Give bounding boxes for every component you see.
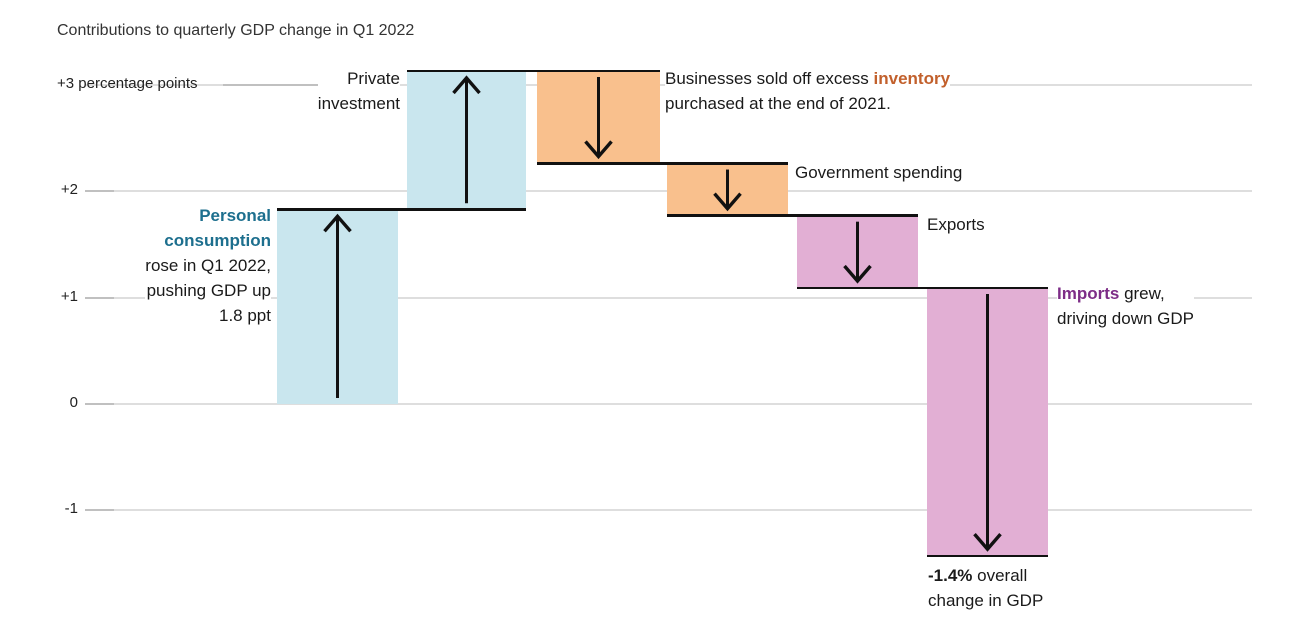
step-line — [797, 286, 1048, 290]
axis-tick — [85, 509, 114, 512]
step-line — [927, 554, 1048, 558]
axis-tick — [223, 83, 332, 86]
annotation-line: Exports — [927, 215, 985, 234]
annotation-line: Government spending — [795, 163, 963, 182]
annotation-imports: Imports grew, driving down GDP — [1057, 281, 1195, 331]
gridline — [85, 509, 1252, 512]
annotation-government-spending: Government spending — [795, 160, 963, 185]
annotation-line: purchased at the end of 2021. — [665, 94, 891, 113]
step-line — [667, 214, 918, 217]
annotation-line: rose in Q1 2022, — [145, 256, 271, 275]
y-axis-label: +2 — [60, 181, 78, 199]
y-axis-label: +1 — [60, 287, 78, 305]
annotation-line: Imports grew, — [1057, 284, 1165, 303]
annotation-line: consumption — [164, 231, 271, 250]
annotation-line: Private — [347, 69, 400, 88]
step-line — [407, 69, 660, 73]
y-axis-label: 0 — [69, 394, 78, 411]
bar-private-investment — [407, 70, 526, 210]
bar-personal-consumption — [277, 209, 398, 404]
axis-tick — [85, 403, 114, 405]
annotation-line: Personal — [199, 206, 271, 225]
annotation-line: investment — [317, 94, 400, 113]
annotation-total-change: -1.4% overall change in GDP — [928, 563, 1044, 613]
bar-government-spending — [667, 163, 788, 216]
annotation-inventory: Businesses sold off excess inventory purc… — [665, 66, 951, 116]
step-line — [277, 208, 526, 211]
annotation-personal-consumption: Personal consumption rose in Q1 2022, pushi… — [145, 203, 271, 328]
step-line — [537, 162, 788, 165]
bar-inventory — [537, 70, 660, 164]
y-axis-label: -1 — [64, 500, 78, 518]
y-axis-label: +3 percentage points — [57, 74, 198, 92]
annotation-line: pushing GDP up — [146, 281, 271, 300]
gridline — [85, 296, 1252, 299]
annotation-line: -1.4% overall — [928, 566, 1028, 585]
annotation-line: driving down GDP — [1057, 309, 1195, 328]
axis-tick — [85, 296, 114, 299]
annotation-line: change in GDP — [928, 591, 1044, 610]
annotation-line: Businesses sold off excess inventory — [665, 69, 951, 88]
bar-imports — [927, 288, 1048, 557]
chart-title: Contributions to quarterly GDP change in… — [57, 22, 415, 39]
annotation-line: 1.8 ppt — [219, 306, 271, 325]
bar-exports — [797, 215, 918, 289]
gridline — [85, 403, 1252, 405]
annotation-private-investment: Private investment — [317, 66, 400, 116]
axis-tick — [85, 190, 114, 193]
annotation-exports: Exports — [927, 212, 985, 237]
